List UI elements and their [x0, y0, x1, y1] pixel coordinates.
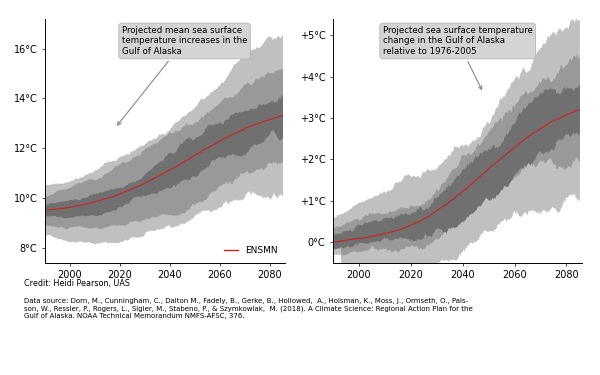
Legend: ENSMN: ENSMN	[221, 244, 280, 258]
Text: Credit: Heidi Pearson, UAS: Credit: Heidi Pearson, UAS	[24, 279, 130, 288]
Text: Projected mean sea surface
temperature increases in the
Gulf of Alaska: Projected mean sea surface temperature i…	[118, 26, 247, 125]
Text: Data source: Dorn, M., Cunningham, C., Dalton M., Fadely, B., Gerke, B., Hollowe: Data source: Dorn, M., Cunningham, C., D…	[24, 298, 473, 319]
Text: Projected sea surface temperature
change in the Gulf of Alaska
relative to 1976-: Projected sea surface temperature change…	[383, 26, 533, 90]
